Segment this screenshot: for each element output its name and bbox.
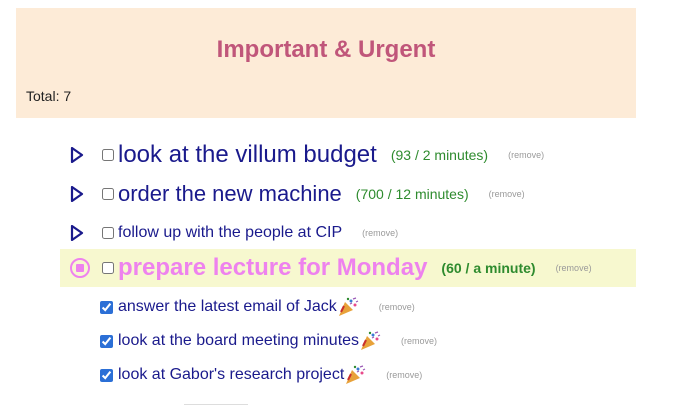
- remove-link[interactable]: (remove): [555, 263, 592, 273]
- task-label: look at the villum budget: [118, 141, 377, 168]
- task-label: look at Gabor's research project: [118, 366, 345, 383]
- play-icon[interactable]: [70, 144, 92, 166]
- task-item: order the new machine (700 / 12 minutes)…: [70, 181, 525, 207]
- task-item: follow up with the people at CIP (remove…: [70, 222, 398, 244]
- remove-link[interactable]: (remove): [386, 370, 423, 380]
- task-label: look at the board meeting minutes: [118, 332, 360, 349]
- party-popper-icon: [337, 297, 359, 317]
- active-task-highlight: [60, 249, 636, 287]
- stop-circle-icon[interactable]: [70, 257, 92, 279]
- remove-link[interactable]: (remove): [362, 228, 399, 238]
- remove-link[interactable]: (remove): [508, 150, 545, 160]
- task-timer: (60 / a minute): [441, 260, 536, 276]
- category-header: Important & Urgent Total: 7: [16, 8, 636, 118]
- task-checkbox[interactable]: [102, 262, 114, 274]
- remove-link[interactable]: (remove): [488, 189, 525, 199]
- task-checkbox[interactable]: [102, 149, 114, 161]
- task-label: follow up with the people at CIP: [118, 224, 343, 241]
- new-task-input-edge[interactable]: [184, 404, 248, 409]
- task-checkbox[interactable]: [102, 188, 114, 200]
- task-timer: (700 / 12 minutes): [355, 186, 469, 202]
- play-icon[interactable]: [70, 222, 92, 244]
- task-checkbox[interactable]: [100, 300, 113, 314]
- task-item: look at the villum budget (93 / 2 minute…: [70, 141, 544, 169]
- remove-link[interactable]: (remove): [401, 336, 438, 346]
- task-checkbox[interactable]: [100, 368, 113, 382]
- task-checkbox[interactable]: [102, 227, 114, 239]
- task-label: answer the latest email of Jack: [118, 298, 337, 315]
- total-count: Total: 7: [26, 88, 72, 104]
- done-task-item: look at Gabor's research project (remove…: [100, 365, 422, 385]
- remove-link[interactable]: (remove): [378, 302, 415, 312]
- task-checkbox[interactable]: [100, 334, 113, 348]
- category-title: Important & Urgent: [216, 36, 436, 63]
- party-popper-icon: [344, 365, 366, 385]
- task-timer: (93 / 2 minutes): [390, 147, 489, 163]
- done-task-item: look at the board meeting minutes (remov…: [100, 331, 437, 351]
- task-label: order the new machine: [118, 181, 342, 206]
- done-task-item: answer the latest email of Jack (remove): [100, 297, 415, 317]
- party-popper-icon: [359, 331, 381, 351]
- play-icon[interactable]: [70, 183, 92, 205]
- task-label: prepare lecture for Monday: [118, 254, 428, 281]
- active-task-item: prepare lecture for Monday (60 / a minut…: [70, 254, 592, 282]
